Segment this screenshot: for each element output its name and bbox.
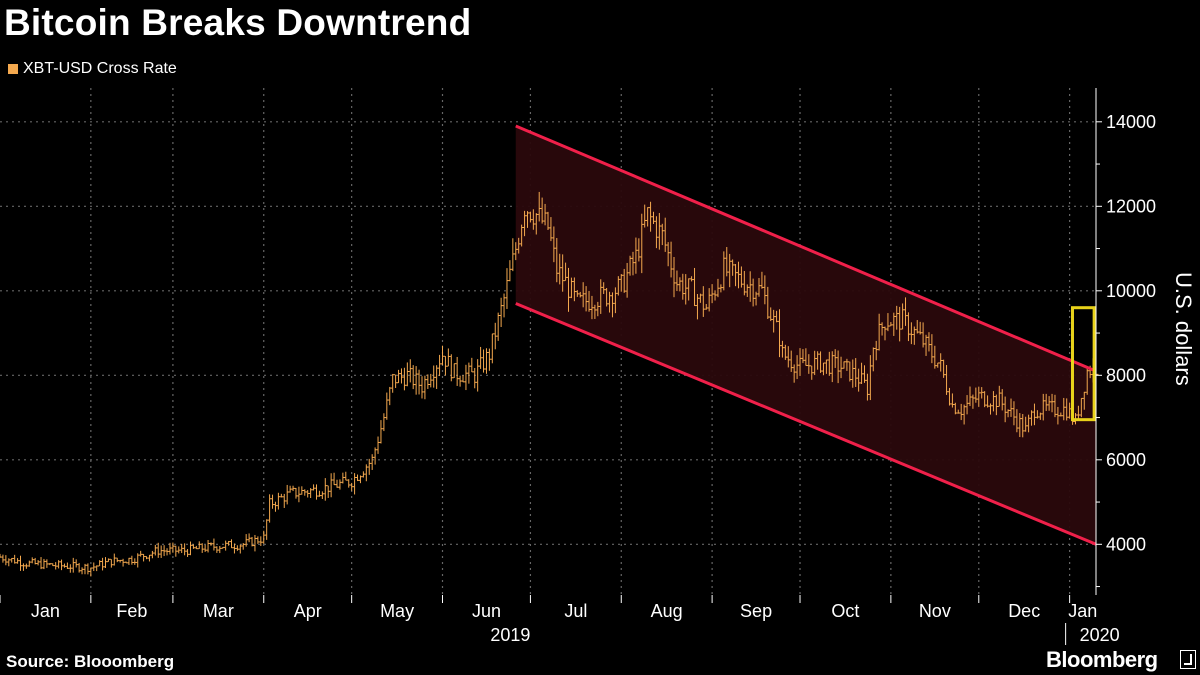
x-month-label: Jan [31, 601, 60, 621]
chart-title: Bitcoin Breaks Downtrend [4, 2, 472, 43]
y-tick-label: 10000 [1106, 281, 1156, 301]
y-tick-label: 12000 [1106, 196, 1156, 216]
x-month-label: Sep [740, 601, 772, 621]
x-month-label: Aug [651, 601, 683, 621]
y-tick-label: 6000 [1106, 450, 1146, 470]
price-series [0, 191, 1099, 577]
x-month-label: Dec [1008, 601, 1040, 621]
x-month-label: Feb [116, 601, 147, 621]
downtrend-channel [515, 126, 1096, 545]
highlight [1070, 306, 1096, 422]
source-note: Source: Blooomberg [6, 652, 175, 671]
channel-lower-line [515, 302, 1097, 546]
x-month-label: Jun [472, 601, 501, 621]
x-month-label: Jul [564, 601, 587, 621]
x-month-label: Nov [919, 601, 951, 621]
x-month-label: Jan [1068, 601, 1097, 621]
channel-fill [515, 126, 1096, 545]
highlight-box [1070, 306, 1096, 422]
legend-swatch-icon [8, 64, 18, 74]
legend: XBT-USD Cross Rate [8, 60, 177, 78]
x-year-label: 2020 [1080, 625, 1120, 645]
legend-label: XBT-USD Cross Rate [23, 60, 177, 77]
y-axis-label: U.S. dollars [1171, 272, 1196, 386]
y-tick-label: 4000 [1106, 534, 1146, 554]
brand-logo: Bloomberg [1046, 647, 1158, 672]
x-month-label: Apr [294, 601, 322, 621]
x-month-label: Mar [203, 601, 234, 621]
axes: 4000 6000 8000 10000 12000 14000 Jan Feb Mar Apr M… [0, 88, 1156, 645]
x-year-label: 2019 [490, 625, 530, 645]
x-month-label: May [380, 601, 414, 621]
channel-upper-line [515, 124, 1097, 373]
y-tick-label: 14000 [1106, 112, 1156, 132]
bloomberg-terminal-icon [1180, 650, 1196, 669]
y-tick-label: 8000 [1106, 365, 1146, 385]
x-month-label: Oct [831, 601, 859, 621]
channel-lines [515, 124, 1097, 546]
